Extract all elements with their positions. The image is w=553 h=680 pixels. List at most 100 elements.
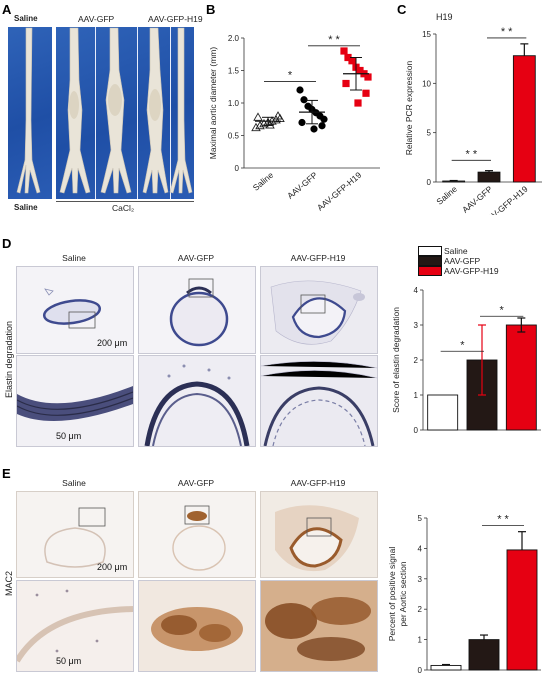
mac2-overview-saline — [16, 491, 134, 578]
panel-e-scale-200: 200 μm — [97, 562, 128, 572]
panel-letter-e: E — [2, 466, 11, 481]
mac2-overview-aav-gfp — [138, 491, 256, 578]
significance-label: * * — [501, 26, 513, 38]
mac2-zoom-aav-gfp — [138, 580, 256, 672]
panel-a-bottom-label-saline: Saline — [14, 203, 38, 212]
photo-divider — [95, 27, 96, 199]
data-point — [253, 112, 263, 121]
panel-letter-b: B — [206, 2, 216, 17]
significance-label: * — [500, 304, 505, 316]
panel-e-col-aav-gfp-h19: AAV-GFP-H19 — [290, 478, 346, 488]
panel-e-row-label: MAC2 — [4, 570, 14, 596]
data-point — [354, 99, 362, 107]
bar — [468, 639, 500, 671]
y-tick-label: 2 — [414, 356, 419, 365]
panel-e-col-saline: Saline — [62, 478, 86, 488]
y-tick-label: 1 — [418, 636, 423, 645]
data-point — [273, 111, 283, 120]
y-tick-label: 0 — [235, 164, 240, 173]
legend-label: AAV-GFP-H19 — [444, 266, 499, 276]
panel-d-col-saline: Saline — [62, 253, 86, 263]
y-tick-label: 4 — [414, 286, 419, 295]
y-tick-label: 0 — [427, 178, 432, 187]
panel-a-bottom-label-cacl2: CaCl₂ — [112, 203, 135, 213]
y-tick-label: 0 — [418, 666, 423, 675]
x-tick-label: AAV-GFP — [285, 170, 319, 201]
bar — [477, 171, 501, 183]
data-point — [320, 115, 328, 123]
y-axis-title: Percent of positive signal — [387, 547, 397, 642]
panel-e-col-aav-gfp: AAV-GFP — [177, 478, 215, 488]
data-point — [362, 89, 370, 97]
data-point — [298, 118, 306, 127]
x-tick-label: AAV-GFP — [460, 184, 494, 215]
data-point — [344, 53, 352, 62]
cacl2-bracket — [56, 201, 194, 202]
y-tick-label: 3 — [414, 321, 419, 330]
mac2-zoom-aav-gfp-h19 — [260, 580, 378, 672]
y-tick-label: 5 — [427, 129, 432, 138]
panel-letter-d: D — [2, 236, 12, 251]
chart-b-aortic-diameter: 0 0.5 1.0 1.5 2.0 Maximal aortic diameter (mm… — [208, 34, 380, 213]
mac2-overview-aav-gfp-h19 — [260, 491, 378, 578]
significance-label: * * — [328, 34, 340, 46]
x-tick-label: AAV-GFP-H19 — [315, 170, 363, 213]
elastin-overview-saline — [16, 266, 134, 354]
y-tick-label: 10 — [422, 79, 431, 88]
legend-swatch — [418, 256, 442, 266]
chart-d-elastin-score: 0 1 2 3 4 * * Score of elastin degradation — [391, 286, 541, 435]
elastin-zoom-aav-gfp-h19 — [260, 355, 378, 447]
legend-item: Saline — [418, 246, 499, 256]
bar — [427, 394, 459, 431]
elastin-zoom-aav-gfp — [138, 355, 256, 447]
y-axis-title: Score of elastin degradation — [391, 307, 401, 413]
elastin-overview-aav-gfp-h19 — [260, 266, 378, 354]
chart-c-title: H19 — [436, 12, 453, 22]
panel-a-label-aav-gfp: AAV-GFP — [78, 14, 115, 24]
photo-divider — [170, 27, 171, 199]
x-tick-label: Saline — [434, 184, 459, 207]
y-axis-title: per Aortic section — [398, 561, 408, 626]
panel-e-scale-50: 50 μm — [56, 656, 82, 666]
legend-swatch — [418, 266, 442, 276]
data-point — [318, 122, 326, 130]
panel-d-col-aav-gfp: AAV-GFP — [177, 253, 215, 263]
bar — [506, 549, 538, 671]
data-point — [296, 86, 304, 94]
chart-e-mac2-signal: 0 1 2 3 4 5 * * Percent of positive signal per A… — [387, 514, 541, 675]
y-tick-label: 2.0 — [228, 34, 240, 43]
panel-d-scale-200: 200 μm — [97, 338, 128, 348]
data-point — [364, 73, 372, 81]
panel-d-col-aav-gfp-h19: AAV-GFP-H19 — [290, 253, 346, 263]
bar — [430, 664, 462, 671]
elastin-overview-aav-gfp — [138, 266, 256, 354]
bar — [442, 180, 466, 183]
bar — [512, 55, 536, 183]
y-tick-label: 1 — [414, 391, 419, 400]
legend-label: AAV-GFP — [444, 256, 481, 266]
panel-letter-c: C — [397, 2, 407, 17]
photo-divider — [137, 27, 138, 199]
y-tick-label: 5 — [418, 514, 423, 523]
aorta-vessels — [16, 27, 193, 194]
significance-label: * — [460, 339, 465, 351]
data-point — [356, 66, 364, 75]
data-point — [340, 47, 348, 55]
y-tick-label: 3 — [418, 575, 423, 584]
y-tick-label: 15 — [422, 30, 431, 39]
y-tick-label: 1.5 — [228, 67, 240, 76]
y-tick-label: 2 — [418, 605, 423, 614]
elastin-zoom-saline — [16, 355, 134, 447]
data-point — [342, 79, 350, 88]
bar — [505, 324, 537, 431]
data-point — [310, 125, 318, 133]
panel-letter-a: A — [2, 2, 12, 17]
legend-swatch — [418, 246, 442, 256]
y-tick-label: 0 — [414, 426, 419, 435]
mac2-zoom-saline — [16, 580, 134, 672]
panel-d-legend: Saline AAV-GFP AAV-GFP-H19 — [418, 246, 499, 276]
y-tick-label: 1.0 — [228, 99, 240, 108]
legend-item: AAV-GFP — [418, 256, 499, 266]
y-tick-label: 0.5 — [228, 132, 240, 141]
